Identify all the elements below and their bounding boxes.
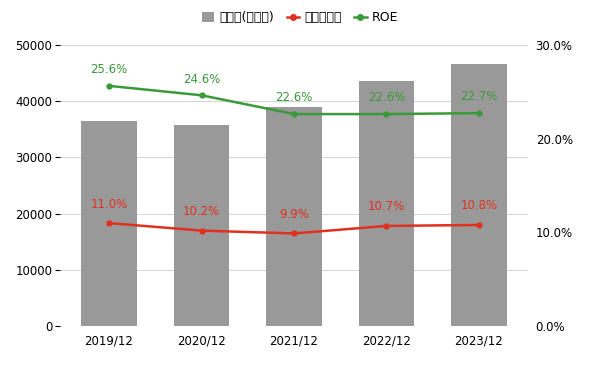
Bar (81, 121, 137, 326)
ROE (475, 111, 482, 115)
Text: 10.2%: 10.2% (183, 205, 220, 218)
Text: 11.0%: 11.0% (91, 198, 128, 211)
ROE (106, 83, 113, 88)
Text: 10.8%: 10.8% (460, 200, 497, 213)
営業利益率 (290, 231, 298, 236)
Text: 22.6%: 22.6% (275, 91, 313, 104)
Legend: 売上高(百万円), 営業利益率, ROE: 売上高(百万円), 営業利益率, ROE (197, 6, 403, 29)
Line: ROE: ROE (107, 83, 481, 116)
ROE (198, 93, 205, 98)
ROE (383, 112, 390, 116)
営業利益率 (106, 221, 113, 225)
Bar (266, 106, 322, 326)
Text: 25.6%: 25.6% (91, 63, 128, 76)
Bar (174, 125, 229, 326)
Text: 9.9%: 9.9% (279, 208, 309, 221)
Text: 22.7%: 22.7% (460, 91, 497, 104)
Text: 22.6%: 22.6% (368, 91, 405, 104)
営業利益率 (475, 223, 482, 227)
Bar (359, 81, 414, 326)
営業利益率 (383, 224, 390, 228)
Text: 24.6%: 24.6% (183, 73, 220, 86)
Line: 営業利益率: 営業利益率 (107, 221, 481, 236)
Bar (451, 64, 507, 326)
ROE (290, 112, 298, 116)
Text: 10.7%: 10.7% (368, 200, 405, 213)
営業利益率 (198, 229, 205, 233)
